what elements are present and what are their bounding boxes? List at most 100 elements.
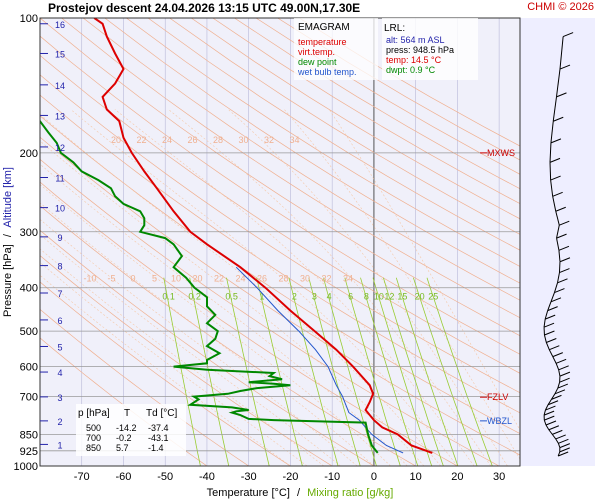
wind-barb-flag <box>546 338 557 343</box>
level-label-fzlv: FZLV <box>487 392 508 402</box>
dry-adiabat-line <box>40 54 520 374</box>
y-tick-label: 1000 <box>14 461 38 473</box>
x-label-temp: Temperature [°C] <box>207 487 290 499</box>
adiabat-label: 34 <box>289 135 299 145</box>
wind-barb-flag <box>555 434 566 440</box>
adiabat-label: 34 <box>343 274 353 284</box>
dry-adiabat-line <box>212 18 520 205</box>
table-cell: 5.7 <box>116 443 129 453</box>
wind-barb-staff <box>559 36 564 70</box>
mixing-ratio-label: 2 <box>292 292 297 302</box>
table-header-p: p [hPa] <box>78 408 110 419</box>
wind-barb-staff <box>545 424 550 431</box>
mixing-ratio-line <box>426 277 493 466</box>
wind-barb-flag <box>559 377 570 383</box>
y-tick-label: 400 <box>20 283 38 295</box>
altitude-tick-label: 15 <box>55 49 65 59</box>
y-tick-label: 700 <box>20 392 38 404</box>
adiabat-label: 32 <box>264 135 274 145</box>
wind-barb-flag <box>557 278 568 284</box>
wind-barb-flag <box>559 257 571 263</box>
wind-barb-flag <box>550 138 562 144</box>
legend: EMAGRAM temperature virt.temp. dew point… <box>294 18 378 80</box>
wind-barb-staff <box>552 96 557 122</box>
x-tick-label: 20 <box>451 471 463 483</box>
mixing-ratio-line <box>344 277 401 466</box>
wind-barb-flag <box>556 92 567 98</box>
wind-barb-staff <box>555 68 561 97</box>
dry-adiabat-line <box>40 18 520 337</box>
wind-barb-staff <box>550 292 555 302</box>
mixing-ratio-line <box>308 277 361 466</box>
wind-barb-flag <box>555 358 567 364</box>
adiabat-label: 20 <box>111 135 121 145</box>
adiabat-label: 30 <box>238 135 248 145</box>
mixing-ratio-label: 20 <box>415 292 425 302</box>
dry-adiabat-line <box>169 18 520 235</box>
dry-adiabat-line <box>82 18 520 301</box>
mixing-ratio-line <box>395 277 459 466</box>
legend-heading: EMAGRAM <box>298 22 350 33</box>
adiabat-label: 30 <box>300 274 310 284</box>
adiabat-label: 24 <box>235 274 245 284</box>
wind-barb-flag <box>545 420 557 426</box>
legend-dew-point: dew point <box>298 57 337 67</box>
wind-barb-flag <box>548 425 560 431</box>
mixing-ratio-line <box>256 277 303 466</box>
adiabat-label: 28 <box>278 274 288 284</box>
mixing-ratio-line <box>288 277 339 466</box>
table-cell: 500 <box>86 423 101 433</box>
adiabat-label: 0 <box>130 274 135 284</box>
wind-barb-flag <box>553 116 564 122</box>
wind-barb-staff <box>551 393 556 400</box>
wind-barb-staff <box>558 250 561 262</box>
altitude-tick-label: 7 <box>57 289 62 299</box>
altitude-tick-label: 14 <box>55 81 65 91</box>
x-tick-label: -70 <box>74 471 90 483</box>
wind-barb-flag <box>547 306 558 312</box>
wind-barb-staff <box>554 387 559 395</box>
dry-adiabat-line <box>40 115 520 435</box>
wind-barb-staff <box>543 334 547 343</box>
y-tick-label: 850 <box>20 429 38 441</box>
wind-barb-flag <box>558 438 569 444</box>
x-label-sep: / <box>297 487 301 499</box>
y-tick-label: 300 <box>20 227 38 239</box>
lrl-dwpt: dwpt: 0.9 °C <box>386 65 436 75</box>
temperature-line <box>93 18 433 454</box>
dry-adiabat-line <box>104 18 520 284</box>
adiabat-label: -5 <box>107 274 115 284</box>
wind-barb-flag <box>555 206 566 212</box>
wind-barb-staff <box>543 409 546 416</box>
plot-frame <box>39 17 521 467</box>
wind-barb-flag <box>550 175 561 181</box>
x-label-mixing: Mixing ratio [g/kg] <box>307 487 393 499</box>
wind-barb-staff <box>548 349 554 357</box>
wind-barb-staff <box>543 319 546 328</box>
adiabat-label: -10 <box>83 274 96 284</box>
wind-barb-flag <box>554 288 565 293</box>
wind-barb-staff <box>557 443 561 448</box>
adiabat-label: 22 <box>136 135 146 145</box>
wind-barb-flag <box>557 383 569 389</box>
dry-adiabat-line <box>147 18 520 251</box>
y-label-pressure: Pressure [hPa] <box>2 244 14 317</box>
mixing-ratio-line <box>323 277 377 466</box>
wind-barb-staff <box>547 399 552 406</box>
lrl-press: press: 948.5 hPa <box>386 45 454 55</box>
mixing-ratio-label: 8 <box>364 292 369 302</box>
table-header-t: T <box>124 408 130 419</box>
altitude-tick-label: 10 <box>55 204 65 214</box>
mixing-ratio-label: 25 <box>428 292 438 302</box>
wind-barb-staff <box>549 142 552 163</box>
y-axis-label: Pressure [hPa] / Altitude [km] <box>2 167 14 317</box>
x-tick-label: -30 <box>241 471 257 483</box>
moist-adiabat-line <box>40 261 308 466</box>
altitude-tick-label: 2 <box>57 417 62 427</box>
x-tick-label: -40 <box>199 471 215 483</box>
wind-barb-flag <box>549 345 560 351</box>
plot-area <box>40 18 520 466</box>
legend-wet-bulb: wet bulb temp. <box>297 67 357 77</box>
altitude-tick-label: 9 <box>57 233 62 243</box>
